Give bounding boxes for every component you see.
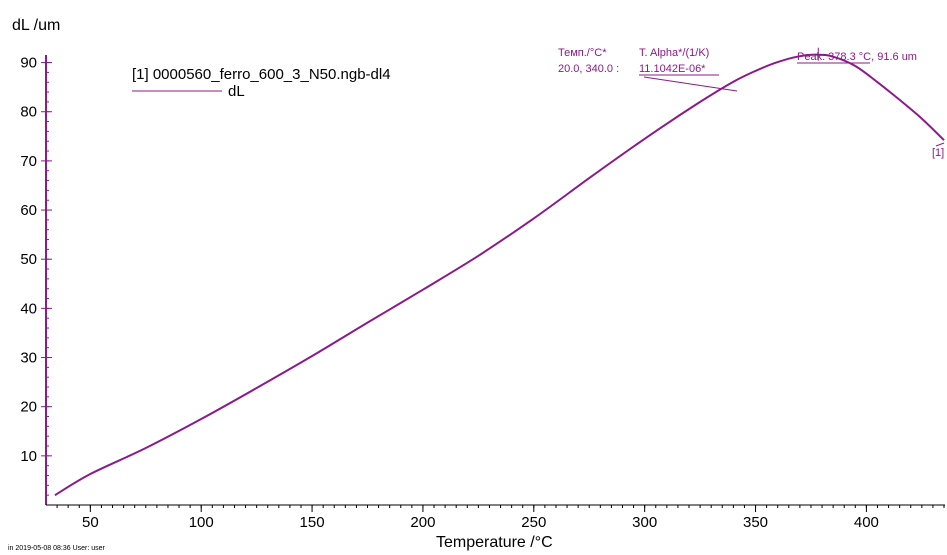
curve-tag: [1]	[932, 147, 944, 159]
y-tick-label: 10	[20, 448, 37, 465]
y-tick-label: 60	[20, 202, 37, 219]
temp-range: 20.0, 340.0 :	[558, 63, 619, 75]
series-line-dL	[54, 53, 945, 497]
x-tick-label: 250	[521, 514, 546, 531]
footer-info: in 2019-05-08 08:36 User: user	[8, 545, 105, 552]
x-tick-label: 350	[743, 514, 768, 531]
y-tick-label: 90	[20, 55, 37, 72]
x-axis: 50 100 150 200 250 300 350 400	[46, 504, 945, 531]
x-tick-label: 200	[410, 514, 435, 531]
legend-file-label: [1] 0000560_ferro_600_3_N50.ngb-dl4	[132, 66, 391, 83]
alpha-value: 11.1042E-06*	[639, 63, 706, 75]
temp-header: Темп./°C*	[558, 47, 607, 59]
x-tick-label: 50	[82, 514, 99, 531]
y-axis: 10 20 30 40 50 60 70 80 90	[20, 55, 52, 505]
y-axis-label: dL /um	[12, 17, 60, 34]
y-tick-label: 50	[20, 251, 37, 268]
y-tick-label: 40	[20, 300, 37, 317]
y-tick-label: 80	[20, 104, 37, 121]
y-tick-label: 70	[20, 153, 37, 170]
x-tick-label: 400	[854, 514, 879, 531]
x-tick-label: 150	[300, 514, 325, 531]
alpha-header: T. Alpha*/(1/K)	[639, 47, 709, 59]
x-axis-label: Temperature /°C	[436, 534, 553, 551]
curve-tag-leader	[935, 142, 945, 147]
legend: [1] 0000560_ferro_600_3_N50.ngb-dl4 dL	[132, 66, 391, 100]
legend-series-label: dL	[228, 83, 245, 100]
annotations: Темп./°C* T. Alpha*/(1/K) 20.0, 340.0 : …	[558, 47, 944, 159]
peak-label: Peak: 378.3 °C, 91.6 um	[797, 51, 917, 63]
x-tick-label: 100	[189, 514, 214, 531]
y-tick-label: 20	[20, 399, 37, 416]
alpha-leader-line	[643, 76, 738, 92]
y-tick-label: 30	[20, 350, 37, 367]
x-tick-label: 300	[632, 514, 657, 531]
